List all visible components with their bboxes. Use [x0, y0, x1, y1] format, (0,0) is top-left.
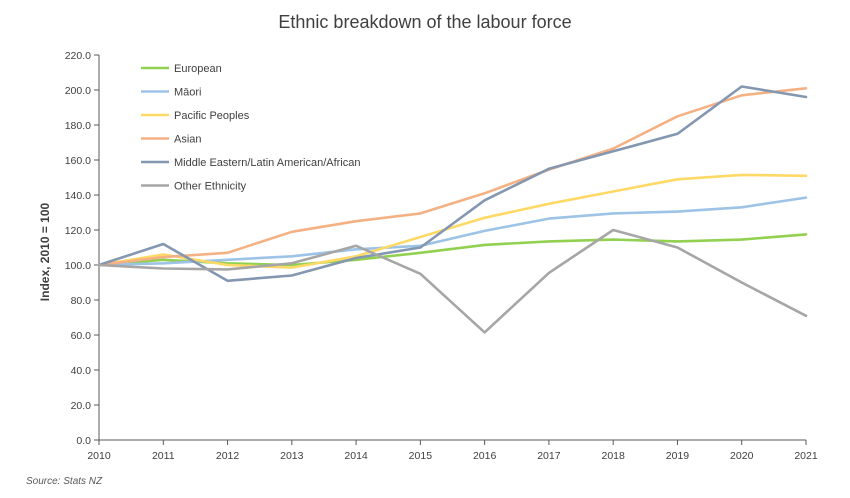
- series-line-asian: [97, 87, 808, 267]
- legend-label: European: [174, 63, 222, 75]
- legend-label: Māori: [174, 87, 202, 99]
- series-line-m-ori: [97, 196, 808, 267]
- y-tick-label: 20.0: [71, 400, 92, 412]
- y-tick-label: 140.0: [65, 190, 91, 202]
- x-tick-label: 2012: [216, 450, 240, 462]
- x-tick-label: 2021: [794, 450, 818, 462]
- x-tick-label: 2014: [344, 450, 368, 462]
- legend-label: Other Ethnicity: [174, 181, 247, 193]
- x-tick-label: 2017: [537, 450, 561, 462]
- axes: [94, 54, 807, 445]
- x-tick-label: 2015: [409, 450, 433, 462]
- source-note: Source: Stats NZ: [26, 476, 103, 487]
- y-tick-label: 220.0: [65, 50, 91, 62]
- legend-label: Middle Eastern/Latin American/African: [174, 157, 360, 169]
- legend-label: Asian: [174, 134, 202, 146]
- y-tick-label: 100.0: [65, 260, 91, 272]
- y-tick-label: 180.0: [65, 120, 91, 132]
- series-line-pacific-peoples: [97, 173, 808, 269]
- x-tick-label: 2018: [602, 450, 626, 462]
- x-tick-label: 2020: [730, 450, 754, 462]
- x-tick-label: 2016: [473, 450, 497, 462]
- series-line-other-ethnicity: [97, 228, 808, 334]
- legend: European Māori Pacific Peoples Asian Middle …: [141, 63, 360, 193]
- y-tick-label: 160.0: [65, 155, 91, 167]
- y-tick-label: 40.0: [71, 365, 92, 377]
- y-axis-label: Index, 2010 = 100: [38, 202, 52, 301]
- y-tick-label: 0.0: [76, 435, 91, 447]
- x-tick-label: 2011: [152, 450, 175, 462]
- x-tick-labels: 2010 2011 2012 2013 2014 2015 2016 2017 2018 2019…: [87, 450, 818, 462]
- x-tick-label: 2019: [666, 450, 690, 462]
- y-tick-label: 60.0: [71, 330, 92, 342]
- y-tick-label: 200.0: [65, 85, 91, 97]
- x-tick-label: 2010: [87, 450, 111, 462]
- y-tick-label: 80.0: [71, 295, 92, 307]
- y-tick-labels: 0.0 20.0 40.0 60.0 80.0 100.0 120.0 140.0 160.0 1…: [65, 50, 91, 447]
- series-lines: [97, 85, 808, 334]
- series-line-middle-eastern-latin-american-african: [97, 85, 808, 283]
- y-tick-label: 120.0: [65, 225, 91, 237]
- legend-label: Pacific Peoples: [174, 110, 250, 122]
- x-tick-label: 2013: [280, 450, 304, 462]
- chart-title: Ethnic breakdown of the labour force: [278, 12, 572, 32]
